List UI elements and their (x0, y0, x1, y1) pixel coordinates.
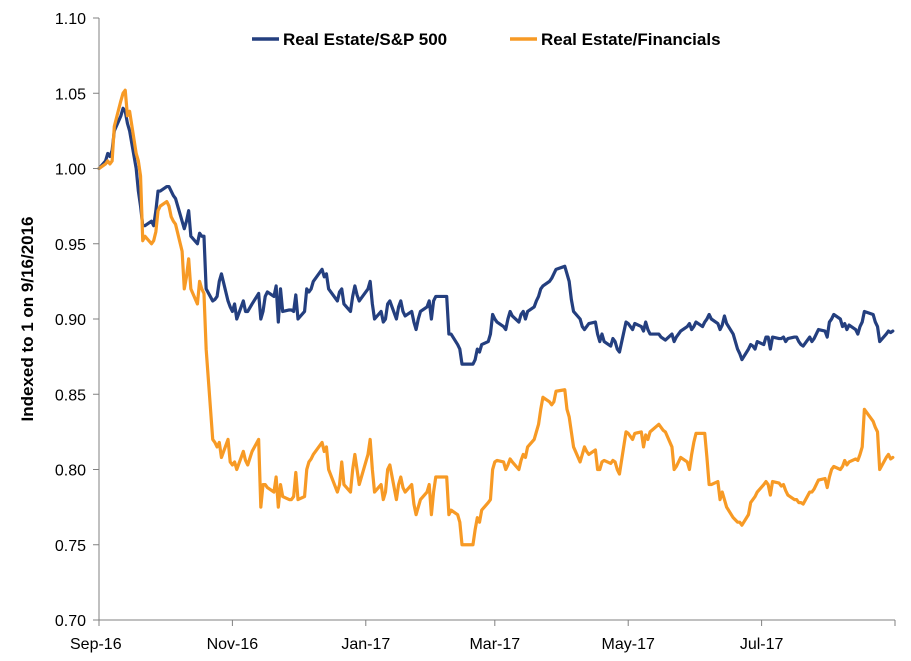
y-axis-label: Indexed to 1 on 9/16/2016 (18, 216, 37, 421)
legend-label-0: Real Estate/S&P 500 (283, 30, 447, 49)
y-tick-label: 1.05 (55, 86, 86, 103)
y-tick-label: 1.10 (55, 11, 86, 28)
legend-label-1: Real Estate/Financials (541, 30, 721, 49)
y-tick-label: 0.85 (55, 387, 86, 404)
x-axis-ticks: Sep-16 Nov-16 Jan-17 Mar-17 May-17 Jul-17 (70, 620, 896, 653)
x-tick-label: May-17 (602, 636, 655, 653)
y-tick-label: 1.00 (55, 162, 86, 179)
series-layer (97, 88, 895, 547)
x-tick-label: Nov-16 (207, 636, 259, 653)
series-line-real-estate-sp500 (97, 106, 895, 366)
y-tick-label: 0.75 (55, 538, 86, 555)
y-axis-ticks: 0.70 0.75 0.80 0.85 0.90 0.95 1.00 1.05 1.10 (55, 11, 99, 630)
x-tick-label: Jul-17 (740, 636, 784, 653)
y-tick-label: 0.95 (55, 237, 86, 254)
y-tick-label: 0.80 (55, 463, 86, 480)
y-tick-label: 0.70 (55, 613, 86, 630)
plot-area: 0.70 0.75 0.80 0.85 0.90 0.95 1.00 1.05 1.10 Sep… (55, 11, 896, 653)
x-tick-label: Mar-17 (469, 636, 520, 653)
x-tick-label: Jan-17 (341, 636, 390, 653)
series-line-real-estate-financials (97, 88, 895, 547)
x-tick-label: Sep-16 (70, 636, 122, 653)
y-tick-label: 0.90 (55, 312, 86, 329)
legend: Real Estate/S&P 500 Real Estate/Financial… (252, 30, 721, 49)
